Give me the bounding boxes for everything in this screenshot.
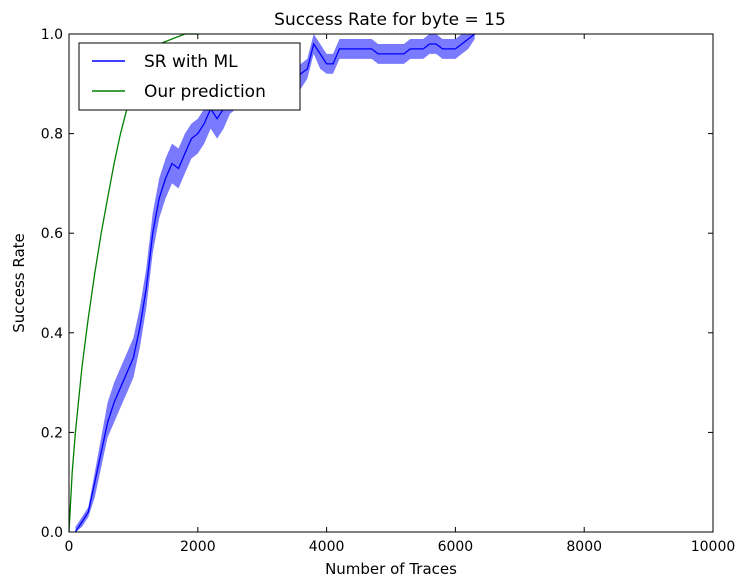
y-tick-label: 0.8	[41, 127, 63, 143]
y-tick-label: 1.0	[41, 27, 63, 43]
y-tick-label: 0.0	[41, 525, 63, 541]
x-tick-label: 10000	[691, 539, 736, 555]
x-tick-label: 6000	[438, 539, 474, 555]
plot-background	[69, 34, 713, 532]
y-tick-label: 0.4	[41, 326, 63, 342]
chart-title: Success Rate for byte = 15	[274, 10, 506, 30]
ticks-layer: 0 2000 4000 6000 8000 10000 0.0 0.2 0.4 0.6 0.8 1.0	[41, 27, 736, 555]
y-tick-label: 0.6	[41, 226, 63, 242]
x-tick-label: 8000	[566, 539, 602, 555]
series-sr-with-ml-band	[75, 34, 475, 532]
x-tick-label: 0	[65, 539, 74, 555]
y-axis-label: Success Rate	[10, 233, 28, 333]
legend: SR with ML Our prediction	[78, 42, 301, 111]
series-our-prediction-line	[68, 33, 198, 533]
legend-label-sr-with-ml: SR with ML	[144, 52, 238, 72]
plot-area: 0 2000 4000 6000 8000 10000 0.0 0.2 0.4 0.6 0.8 1.0	[41, 27, 736, 555]
y-tick-label: 0.2	[41, 425, 63, 441]
legend-label-our-prediction: Our prediction	[144, 82, 266, 102]
x-tick-label: 2000	[180, 539, 216, 555]
legend-box	[78, 42, 301, 111]
plot-frame	[68, 33, 714, 533]
x-tick-label: 4000	[309, 539, 345, 555]
x-axis-label: Number of Traces	[325, 560, 457, 578]
